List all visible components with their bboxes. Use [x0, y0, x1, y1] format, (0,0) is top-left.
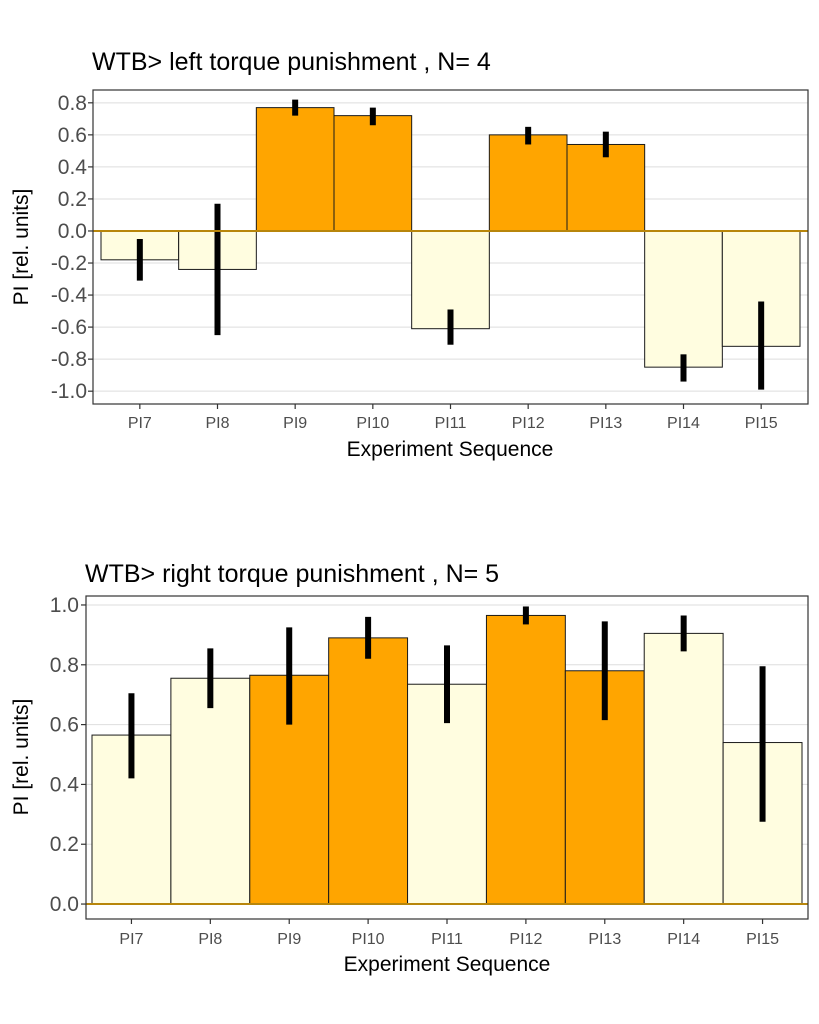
x-tick-label: PI8: [205, 415, 229, 432]
x-axis-label: Experiment Sequence: [347, 438, 554, 461]
y-tick-label: 0.4: [50, 773, 80, 796]
chart-title: WTB> right torque punishment , N= 5: [85, 560, 499, 588]
y-tick-label: 0.6: [58, 124, 87, 147]
bars: [91, 614, 803, 905]
error-bars: [128, 606, 766, 822]
x-tick-label: PI9: [277, 931, 301, 948]
bar-pi9: [255, 107, 335, 232]
bar-pi12: [485, 614, 566, 905]
x-axis-label: Experiment Sequence: [344, 953, 551, 976]
x-tick-label: PI8: [198, 931, 222, 948]
y-tick-label: 0.4: [58, 156, 88, 179]
x-tick-label: PI12: [509, 931, 542, 948]
y-axis-label: PI [rel. units]: [10, 699, 33, 816]
x-tick-label: PI10: [356, 415, 389, 432]
y-tick-label: 0.0: [58, 220, 87, 243]
y-tick-label: -0.6: [51, 316, 87, 339]
x-tick-label: PI13: [588, 931, 621, 948]
x-ticks: PI7 PI8 PI9 PI10 PI11 PI12 PI13 PI14 PI15: [119, 919, 779, 948]
bar-pi14: [643, 632, 724, 905]
x-tick-label: PI7: [128, 415, 152, 432]
y-ticks: -1.0 -0.8 -0.6 -0.4 -0.2 0.0 0.2 0.4 0.6 0.8: [51, 92, 93, 403]
x-tick-label: PI15: [745, 415, 778, 432]
y-tick-label: 1.0: [50, 594, 79, 617]
x-tick-label: PI13: [589, 415, 622, 432]
x-tick-label: PI14: [667, 415, 700, 432]
y-tick-label: 0.8: [58, 92, 87, 115]
y-tick-label: 0.8: [50, 654, 79, 677]
x-tick-label: PI15: [746, 931, 779, 948]
y-tick-label: 0.6: [50, 714, 79, 737]
y-tick-label: -1.0: [51, 380, 87, 403]
x-tick-label: PI12: [512, 415, 545, 432]
y-tick-label: -0.8: [51, 348, 87, 371]
y-tick-label: 0.0: [50, 893, 79, 916]
bar-pi10: [328, 637, 409, 905]
chart-left-torque: WTB> left torque punishment , N= 4 -1.0-…: [10, 48, 809, 461]
chart-right-torque: WTB> right torque punishment , N= 5 0.00…: [10, 560, 809, 976]
x-tick-label: PI14: [667, 931, 700, 948]
x-tick-label: PI11: [435, 415, 467, 432]
bar-pi12: [488, 134, 568, 232]
bar-pi8: [170, 677, 251, 905]
bars: [100, 107, 801, 368]
bar-pi14: [644, 230, 723, 368]
x-tick-label: PI7: [119, 931, 143, 948]
y-tick-label: -0.2: [51, 252, 87, 275]
y-tick-label: 0.2: [58, 188, 87, 211]
x-ticks: PI7 PI8 PI9 PI10 PI11 PI12 PI13 PI14 PI15: [128, 404, 778, 432]
y-axis-label: PI [rel. units]: [10, 189, 33, 306]
x-tick-label: PI10: [352, 931, 385, 948]
error-bars: [136, 99, 765, 390]
chart-title: WTB> left torque punishment , N= 4: [92, 48, 491, 76]
x-tick-label: PI9: [283, 415, 307, 432]
bar-pi10: [333, 115, 413, 232]
y-tick-label: -0.4: [51, 284, 88, 307]
y-tick-label: 0.2: [50, 833, 79, 856]
x-tick-label: PI11: [431, 931, 463, 948]
bar-pi13: [566, 143, 646, 232]
y-ticks: 0.0 0.2 0.4 0.6 0.8 1.0: [50, 594, 86, 916]
